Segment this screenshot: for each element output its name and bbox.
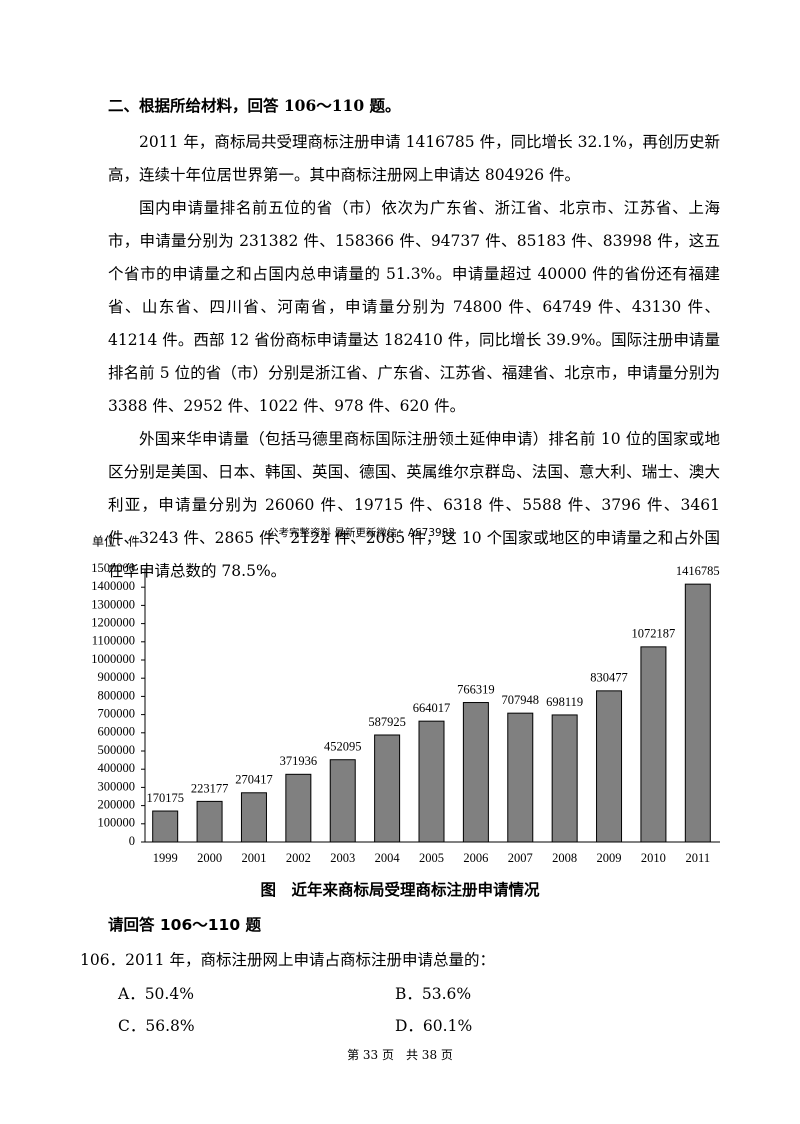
y-tick-label: 1400000 bbox=[91, 579, 135, 593]
y-tick-label: 1100000 bbox=[92, 634, 135, 648]
bar bbox=[285, 773, 312, 843]
body-text: 2011 年，商标局共受理商标注册申请 1416785 件，同比增长 32.1%… bbox=[108, 126, 720, 588]
x-tick-label: 2011 bbox=[686, 851, 711, 865]
y-axis-label: 单位：件 bbox=[92, 534, 140, 549]
prompt: 请回答 106～110 题 bbox=[108, 916, 262, 934]
y-tick-label: 1000000 bbox=[91, 652, 135, 666]
data-label: 170175 bbox=[146, 791, 184, 805]
y-tick-label: 700000 bbox=[98, 706, 136, 720]
bar bbox=[240, 792, 267, 843]
x-tick-label: 2010 bbox=[641, 851, 666, 865]
y-tick-label: 500000 bbox=[98, 743, 136, 757]
x-tick-label: 2005 bbox=[419, 851, 444, 865]
y-tick-label: 1300000 bbox=[91, 597, 135, 611]
y-tick-label: 200000 bbox=[98, 797, 136, 811]
data-label: 698119 bbox=[546, 695, 583, 709]
y-tick-label: 1500000 bbox=[91, 561, 135, 575]
y-tick-label: 600000 bbox=[98, 725, 136, 739]
data-label: 766319 bbox=[457, 682, 495, 696]
paragraph: 国内申请量排名前五位的省（市）依次为广东省、浙江省、北京市、江苏省、上海市，申请… bbox=[108, 199, 720, 415]
data-label: 452095 bbox=[324, 740, 362, 754]
data-label: 1416785 bbox=[676, 564, 720, 578]
x-tick-label: 2001 bbox=[241, 851, 266, 865]
y-tick-label: 0 bbox=[129, 834, 135, 848]
y-tick-label: 300000 bbox=[98, 779, 136, 793]
question: 106．2011 年，商标注册网上申请占商标注册申请总量的： bbox=[80, 951, 495, 969]
bar bbox=[374, 734, 401, 843]
x-tick-label: 1999 bbox=[153, 851, 178, 865]
bar bbox=[329, 759, 356, 843]
bar bbox=[196, 800, 223, 843]
bar bbox=[551, 714, 578, 843]
option: B．53.6% bbox=[395, 985, 472, 1003]
x-tick-label: 2003 bbox=[330, 851, 355, 865]
y-tick-label: 1200000 bbox=[91, 615, 135, 629]
x-tick-label: 2008 bbox=[552, 851, 577, 865]
paragraph: 2011 年，商标局共受理商标注册申请 1416785 件，同比增长 32.1%… bbox=[108, 133, 720, 184]
data-label: 371936 bbox=[280, 754, 318, 768]
x-tick-label: 2006 bbox=[463, 851, 488, 865]
y-tick-label: 100000 bbox=[98, 816, 136, 830]
y-tick-label: 400000 bbox=[98, 761, 136, 775]
bar bbox=[152, 810, 179, 843]
x-tick-label: 2004 bbox=[375, 851, 401, 865]
bar bbox=[507, 712, 534, 843]
data-label: 223177 bbox=[191, 781, 229, 795]
bar bbox=[684, 583, 711, 843]
x-tick-label: 2007 bbox=[508, 851, 533, 865]
option: D．60.1% bbox=[395, 1017, 473, 1035]
bar bbox=[596, 690, 623, 843]
watermark: 公考完整资料 最新更新微信：AS73982 bbox=[268, 527, 456, 539]
data-label: 664017 bbox=[413, 701, 451, 715]
footer: 第 33 页 共 38 页 bbox=[347, 1048, 453, 1062]
x-tick-label: 2002 bbox=[286, 851, 311, 865]
bar bbox=[418, 720, 445, 843]
y-tick-label: 800000 bbox=[98, 688, 136, 702]
bar bbox=[640, 646, 667, 843]
data-label: 1072187 bbox=[632, 627, 676, 641]
data-label: 707948 bbox=[502, 693, 540, 707]
chart-caption: 图 近年来商标局受理商标注册申请情况 bbox=[260, 881, 540, 899]
data-label: 270417 bbox=[235, 773, 273, 787]
x-tick-label: 2000 bbox=[197, 851, 222, 865]
y-tick-label: 900000 bbox=[98, 670, 136, 684]
data-label: 587925 bbox=[368, 715, 406, 729]
option: A．50.4% bbox=[118, 985, 194, 1003]
chart: 单位：件 0 100000 200000 300000 400000 500000 6000… bbox=[91, 534, 720, 865]
x-tick-label: 2009 bbox=[597, 851, 622, 865]
option: C．56.8% bbox=[118, 1017, 195, 1035]
heading: 二、根据所给材料，回答 106～110 题。 bbox=[108, 96, 401, 115]
bar bbox=[462, 702, 489, 843]
paragraph: 外国来华申请量（包括马德里商标国际注册领土延伸申请）排名前 10 位的国家或地区… bbox=[108, 430, 720, 580]
data-label: 830477 bbox=[590, 671, 628, 685]
